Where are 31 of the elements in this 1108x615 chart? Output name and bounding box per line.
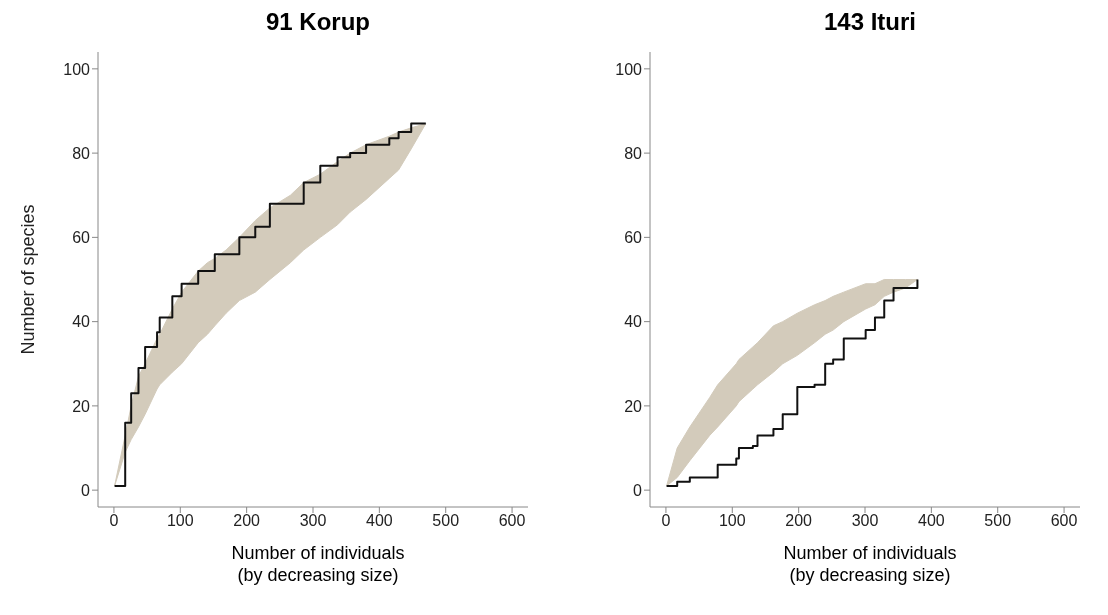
y-tick-label: 80 [624, 144, 643, 162]
chart-title: 143 Ituri [822, 8, 917, 37]
y-tick-label: 100 [615, 60, 643, 78]
y-axis-title: Number of species [18, 204, 39, 355]
y-tick-label: 40 [624, 313, 643, 331]
x-tick-label: 100 [718, 512, 746, 530]
x-tick-label: 300 [299, 512, 327, 530]
x-tick-label: 400 [918, 512, 945, 530]
x-tick-label: 500 [984, 512, 1012, 530]
x-tick-label: 0 [661, 512, 671, 530]
y-tick-label: 60 [624, 229, 643, 247]
x-tick-label: 200 [785, 512, 813, 530]
y-tick-label: 20 [72, 397, 91, 415]
y-tick-label: 80 [72, 144, 91, 162]
chart-title: 91 Korup [265, 8, 371, 37]
x-axis-title: Number of individuals (by decreasing size) [782, 542, 958, 586]
y-tick-label: 0 [633, 481, 643, 499]
y-tick-label: 20 [624, 397, 643, 415]
x-tick-label: 100 [166, 512, 194, 530]
x-tick-label: 300 [851, 512, 879, 530]
x-tick-label: 200 [233, 512, 261, 530]
x-tick-label: 500 [432, 512, 460, 530]
x-tick-label: 400 [366, 512, 393, 530]
y-tick-label: 100 [63, 60, 91, 78]
x-tick-label: 600 [1050, 512, 1078, 530]
x-tick-label: 0 [109, 512, 119, 530]
x-tick-label: 600 [498, 512, 526, 530]
y-tick-label: 0 [81, 481, 91, 499]
y-tick-label: 40 [72, 313, 91, 331]
x-axis-title: Number of individuals (by decreasing size) [230, 542, 406, 586]
y-tick-label: 60 [72, 229, 91, 247]
